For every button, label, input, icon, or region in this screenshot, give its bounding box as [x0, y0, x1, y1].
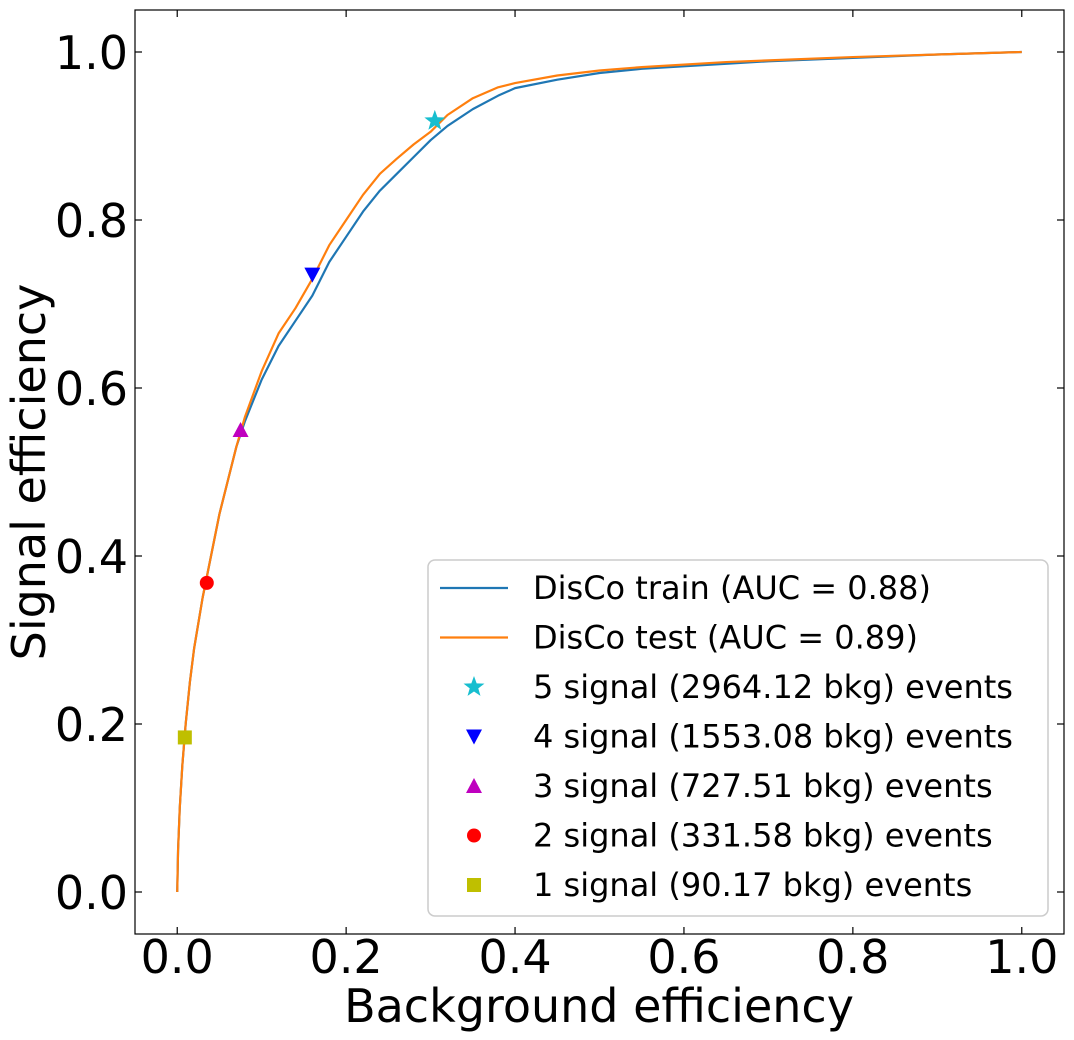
legend-swatch-triangle-up [466, 778, 482, 793]
ticks-layer: 0.0 0.2 0.4 0.6 0.8 1.0 0.0 0.2 0.4 0.6 0.8 1.0 [55, 10, 1064, 984]
x-tick-label: 0.4 [478, 930, 551, 984]
plot-frame [134, 9, 1065, 935]
x-tick-label: 0.6 [647, 930, 720, 984]
legend-label: 3 signal (727.51 bkg) events [533, 767, 993, 805]
legend: DisCo train (AUC = 0.88) DisCo test (AUC … [427, 559, 1049, 917]
legend-label: 4 signal (1553.08 bkg) events [533, 718, 1013, 756]
y-tick-label: 1.0 [55, 26, 128, 80]
working-point-triangle-up [232, 422, 249, 437]
legend-box [427, 559, 1049, 917]
working-point-star [424, 109, 446, 130]
working-point-triangle-down [304, 267, 321, 283]
curves-layer [176, 50, 1022, 893]
legend-swatch-square [467, 878, 481, 892]
y-tick-label: 0.8 [55, 194, 128, 248]
x-axis-label: Background efficiency [344, 979, 854, 1033]
legend-label: 5 signal (2964.12 bkg) events [533, 668, 1013, 706]
y-tick-label: 0.4 [55, 530, 128, 584]
x-tick-label: 0.8 [816, 930, 889, 984]
markers-layer [177, 109, 446, 745]
y-tick-label: 0.6 [55, 362, 128, 416]
legend-label: 1 signal (90.17 bkg) events [533, 866, 972, 904]
y-tick-label: 0.2 [55, 698, 128, 752]
legend-label: DisCo test (AUC = 0.89) [533, 619, 918, 657]
x-tick-label: 1.0 [985, 930, 1058, 984]
legend-swatch-star [463, 676, 485, 696]
working-point-circle [199, 575, 214, 590]
working-point-square [177, 730, 192, 745]
y-tick-label: 0.0 [55, 866, 128, 920]
legend-swatch-circle [467, 828, 481, 843]
legend-swatch-triangle-down [466, 729, 482, 745]
x-tick-label: 0.2 [310, 930, 383, 984]
y-axis-label: Signal efficiency [2, 284, 56, 661]
x-tick-label: 0.0 [141, 930, 214, 984]
roc-curve-test [176, 50, 1022, 893]
legend-label: DisCo train (AUC = 0.88) [533, 569, 931, 607]
legend-label: 2 signal (331.58 bkg) events [533, 817, 993, 855]
legend-items: DisCo train (AUC = 0.88) DisCo test (AUC … [440, 569, 1013, 904]
